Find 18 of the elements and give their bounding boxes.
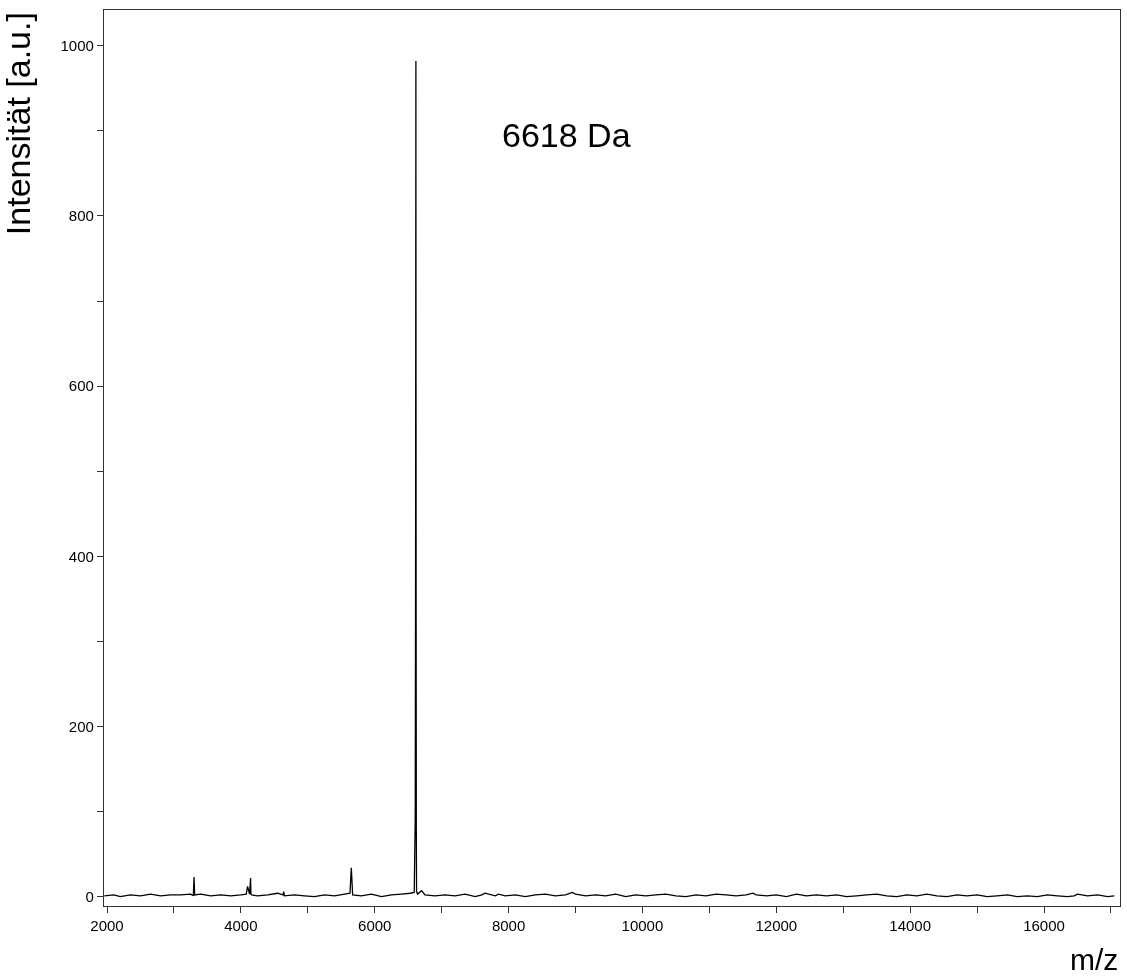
- y-axis-title: Intensität [a.u.]: [0, 12, 38, 236]
- annotation: 6618 Da: [502, 116, 631, 154]
- x-tick-label: 8000: [491, 917, 526, 935]
- x-axis-title: m/z: [1070, 943, 1119, 976]
- x-tick-label: 4000: [224, 917, 258, 935]
- x-tick-label: 16000: [1023, 917, 1065, 935]
- y-tick-label: 400: [68, 547, 94, 565]
- y-tick-label: 800: [68, 207, 94, 225]
- x-tick-label: 14000: [889, 917, 932, 935]
- x-tick-label: 12000: [755, 917, 798, 935]
- x-tick-label: 6000: [358, 917, 392, 935]
- y-tick-label: 1000: [60, 36, 94, 54]
- y-tick-label: 200: [68, 717, 94, 735]
- x-tick-label: 10000: [621, 917, 664, 935]
- y-tick-label: 600: [68, 377, 94, 395]
- y-tick-label: 0: [85, 887, 94, 905]
- line-series: [104, 60, 1115, 898]
- x-tick-label: 2000: [90, 917, 124, 935]
